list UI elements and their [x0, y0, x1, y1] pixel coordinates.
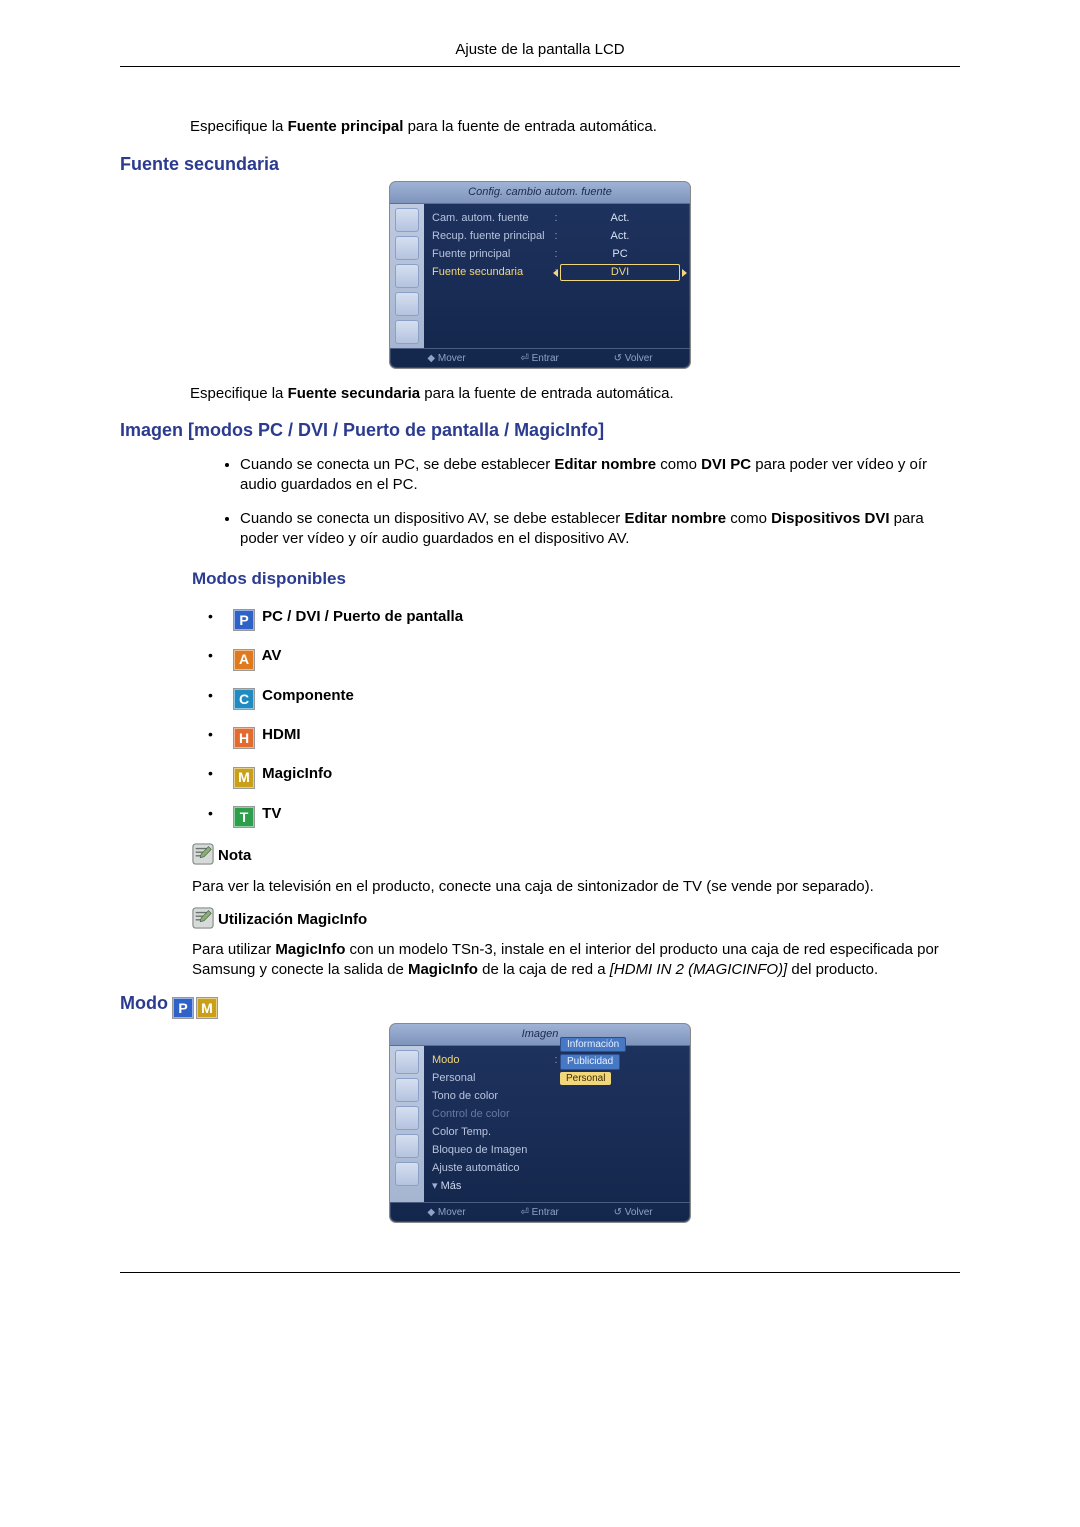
osd-menu-imagen: ImagenModo:InformaciónPublicidadPersonal… — [390, 1024, 690, 1222]
note-icon — [192, 843, 214, 865]
mode-label: HDMI — [258, 726, 301, 743]
heading-modo: Modo PM — [120, 991, 960, 1018]
mode-label: PC / DVI / Puerto de pantalla — [258, 608, 463, 625]
osd-row-label: Tono de color — [432, 1089, 552, 1104]
osd-row-label: Cam. autom. fuente — [432, 211, 552, 226]
osd-row: Bloqueo de Imagen — [432, 1142, 680, 1160]
osd-side-icon — [395, 1134, 419, 1158]
osd-side-icon — [395, 1050, 419, 1074]
osd-foot-hint: ↺ Volver — [614, 1206, 653, 1220]
mode-label: TV — [258, 805, 281, 822]
intro-2: Especifique la Fuente secundaria para la… — [190, 384, 960, 404]
osd-row-label: Ajuste automático — [432, 1161, 552, 1176]
note-item-1: Cuando se conecta un PC, se debe estable… — [240, 455, 960, 496]
osd-foot-hint: ◆ Mover — [427, 1206, 465, 1220]
mode-item: A AV — [208, 646, 960, 669]
osd-row: Ajuste automático — [432, 1160, 680, 1178]
osd-row: Tono de color — [432, 1088, 680, 1106]
osd-foot-hint: ⏎ Entrar — [520, 352, 558, 366]
heading-modos-disponibles: Modos disponibles — [192, 568, 960, 591]
utilizacion-text: Para utilizar MagicInfo con un modelo TS… — [192, 940, 960, 981]
mode-item: T TV — [208, 804, 960, 827]
mode-item: P PC / DVI / Puerto de pantalla — [208, 607, 960, 630]
osd-menu-config-cambio: Config. cambio autom. fuente Cam. autom. … — [390, 182, 690, 368]
osd-row-value: DVI — [560, 264, 680, 281]
osd-row: Cam. autom. fuente:Act. — [432, 210, 680, 228]
osd-row-label: Recup. fuente principal — [432, 229, 552, 244]
osd-row-label: ▾ Más — [432, 1179, 552, 1194]
osd-row-value: Act. — [560, 211, 680, 226]
mode-badge-c: C — [234, 689, 254, 709]
mode-badge-h: H — [234, 728, 254, 748]
mode-item: C Componente — [208, 686, 960, 709]
osd-row-label: Fuente principal — [432, 247, 552, 262]
osd-side-icon — [395, 320, 419, 344]
osd-side-icon — [395, 208, 419, 232]
mode-item: H HDMI — [208, 725, 960, 748]
osd-row-label: Fuente secundaria — [432, 265, 552, 280]
osd-side-icon — [395, 1106, 419, 1130]
osd-row: ▾ Más — [432, 1178, 680, 1196]
osd-row-label: Color Temp. — [432, 1125, 552, 1140]
osd-row: Control de color — [432, 1106, 680, 1124]
osd-row-label: Modo — [432, 1053, 552, 1068]
osd-row-label: Control de color — [432, 1107, 552, 1122]
page-header-title: Ajuste de la pantalla LCD — [120, 40, 960, 67]
intro-1: Especifique la Fuente principal para la … — [190, 117, 960, 137]
heading-imagen-modos: Imagen [modos PC / DVI / Puerto de panta… — [120, 418, 960, 442]
mode-label: MagicInfo — [258, 765, 332, 782]
mode-item: M MagicInfo — [208, 764, 960, 787]
footer-rule — [120, 1272, 960, 1273]
mode-label: AV — [258, 647, 281, 664]
osd-side-icon — [395, 292, 419, 316]
osd-side-icon — [395, 236, 419, 260]
osd-title: Config. cambio autom. fuente — [390, 182, 690, 204]
osd-option: Información — [560, 1037, 626, 1053]
osd-row: Fuente secundaria:DVI — [432, 264, 680, 282]
mode-badge-m: M — [234, 768, 254, 788]
osd-side-icon — [395, 264, 419, 288]
modes-list: P PC / DVI / Puerto de pantalla A AV C Com… — [208, 607, 960, 828]
osd-row-label: Bloqueo de Imagen — [432, 1143, 552, 1158]
osd-row: Fuente principal:PC — [432, 246, 680, 264]
osd-option: Publicidad — [560, 1054, 620, 1070]
mode-badge-m: M — [197, 998, 217, 1018]
heading-fuente-secundaria: Fuente secundaria — [120, 152, 960, 176]
osd-side-icon — [395, 1078, 419, 1102]
osd-row: Recup. fuente principal:Act. — [432, 228, 680, 246]
osd-foot-hint: ◆ Mover — [427, 352, 465, 366]
mode-badge-a: A — [234, 650, 254, 670]
notes-list: Cuando se conecta un PC, se debe estable… — [240, 455, 960, 550]
osd-option-selected: Personal — [560, 1072, 611, 1086]
osd-foot-hint: ↺ Volver — [614, 352, 653, 366]
osd-foot-hint: ⏎ Entrar — [520, 1206, 558, 1220]
osd-row: Color Temp. — [432, 1124, 680, 1142]
mode-label: Componente — [258, 687, 354, 704]
osd-row-value: Act. — [560, 229, 680, 244]
note-item-2: Cuando se conecta un dispositivo AV, se … — [240, 509, 960, 550]
osd-side-icon — [395, 1162, 419, 1186]
osd-row: Modo:InformaciónPublicidadPersonal — [432, 1052, 680, 1070]
osd-row-value: PC — [560, 247, 680, 262]
mode-badge-p: P — [234, 610, 254, 630]
nota-text: Para ver la televisión en el producto, c… — [192, 877, 960, 897]
utilizacion-heading: Utilización MagicInfo — [192, 907, 960, 930]
mode-badge-p: P — [173, 998, 193, 1018]
osd-row-label: Personal — [432, 1071, 552, 1086]
nota-heading: Nota — [192, 843, 960, 866]
note-icon — [192, 907, 214, 929]
mode-badge-t: T — [234, 807, 254, 827]
